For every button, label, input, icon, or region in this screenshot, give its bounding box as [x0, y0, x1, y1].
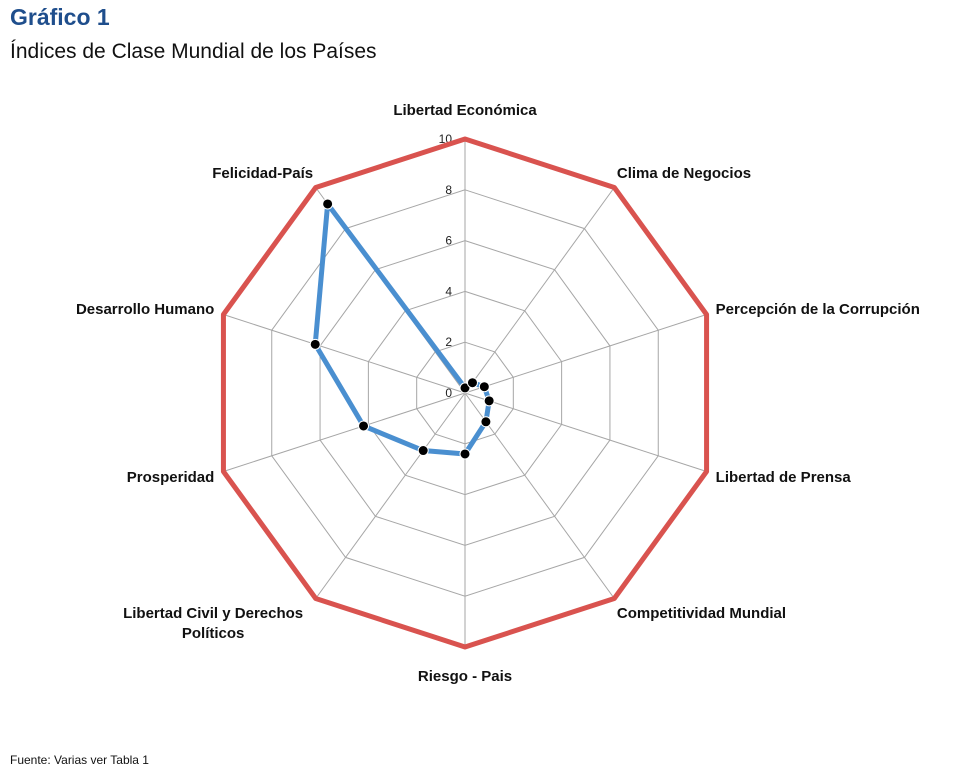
data-point [483, 395, 495, 407]
category-label: Libertad Civil y Derechos Políticos [123, 605, 303, 642]
category-label: Competitividad Mundial [617, 605, 786, 622]
data-point [459, 382, 471, 394]
data-point [480, 416, 492, 428]
radar-spokes [223, 139, 707, 647]
spoke-line [315, 392, 466, 599]
tick-label: 8 [445, 183, 452, 197]
data-point [309, 338, 321, 350]
source-note: Fuente: Varias ver Tabla 1 [10, 753, 149, 767]
category-label: Clima de Negocios [617, 165, 751, 182]
spoke-line [464, 392, 615, 599]
category-label: Desarrollo Humano [76, 301, 214, 318]
data-point [466, 377, 478, 389]
data-point [478, 381, 490, 393]
tick-label: 4 [445, 284, 452, 298]
figure-label: Gráfico 1 [10, 4, 110, 30]
data-point [322, 198, 334, 210]
category-label: Libertad Económica [393, 102, 537, 119]
chart-title: Índices de Clase Mundial de los Países [10, 40, 377, 63]
series-line [220, 136, 710, 650]
tick-label: 6 [445, 234, 452, 248]
category-label: Riesgo - Pais [418, 668, 512, 685]
tick-label: 0 [445, 386, 452, 400]
data-point [459, 448, 471, 460]
category-labels: Libertad Económica Clima de Negocios Perce… [76, 102, 920, 685]
category-label: Percepción de la Corrupción [716, 301, 920, 318]
spoke-line [464, 314, 707, 394]
radar-series [220, 136, 710, 650]
spoke-line [464, 392, 707, 472]
data-point [358, 420, 370, 432]
spoke-line [223, 314, 466, 394]
tick-label: 2 [445, 335, 452, 349]
spoke-line [223, 392, 466, 472]
category-label: Prosperidad [127, 469, 215, 486]
spoke-line [464, 187, 615, 394]
category-label: Felicidad-País [212, 165, 313, 182]
data-point [417, 445, 429, 457]
category-label: Libertad de Prensa [716, 469, 852, 486]
